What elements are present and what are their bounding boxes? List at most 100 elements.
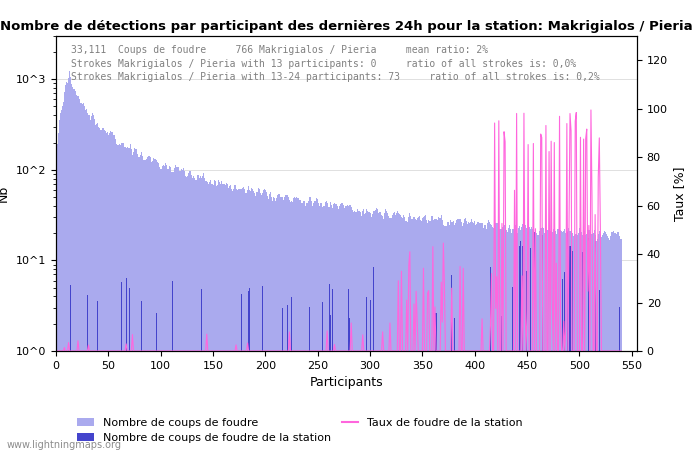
Bar bbox=[71, 84, 72, 450]
Bar bbox=[532, 229, 533, 450]
Bar bbox=[468, 222, 469, 450]
Bar bbox=[585, 235, 586, 450]
Bar bbox=[62, 351, 63, 450]
Bar bbox=[553, 229, 554, 450]
Bar bbox=[398, 351, 399, 450]
Bar bbox=[138, 351, 139, 450]
X-axis label: Participants: Participants bbox=[309, 376, 384, 389]
Bar bbox=[313, 203, 314, 450]
Bar bbox=[67, 83, 68, 450]
Bar bbox=[164, 166, 165, 450]
Bar bbox=[260, 351, 262, 450]
Bar bbox=[509, 351, 510, 450]
Bar bbox=[353, 212, 354, 450]
Bar bbox=[108, 351, 109, 450]
Bar bbox=[543, 351, 545, 450]
Bar bbox=[97, 123, 99, 450]
Bar bbox=[250, 191, 251, 450]
Bar bbox=[101, 130, 102, 450]
Bar bbox=[562, 232, 564, 450]
Bar bbox=[372, 267, 374, 450]
Bar bbox=[530, 229, 531, 450]
Bar bbox=[178, 351, 179, 450]
Bar bbox=[554, 228, 555, 450]
Bar bbox=[90, 120, 91, 450]
Bar bbox=[248, 185, 249, 450]
Bar bbox=[228, 188, 230, 450]
Bar bbox=[578, 351, 579, 450]
Bar bbox=[209, 183, 211, 450]
Bar bbox=[410, 351, 412, 450]
Bar bbox=[379, 351, 380, 450]
Bar bbox=[463, 220, 465, 450]
Bar bbox=[114, 351, 115, 450]
Bar bbox=[421, 221, 422, 450]
Bar bbox=[169, 351, 171, 450]
Bar bbox=[522, 246, 524, 450]
Bar bbox=[576, 234, 577, 450]
Bar bbox=[275, 351, 276, 450]
Bar bbox=[594, 235, 596, 450]
Bar bbox=[403, 215, 404, 450]
Bar bbox=[583, 351, 584, 450]
Bar bbox=[470, 351, 471, 450]
Bar bbox=[338, 351, 339, 450]
Bar bbox=[105, 351, 106, 450]
Bar bbox=[518, 228, 519, 450]
Bar bbox=[289, 200, 290, 450]
Bar bbox=[245, 351, 246, 450]
Bar bbox=[89, 351, 90, 450]
Bar bbox=[443, 225, 444, 450]
Bar bbox=[300, 351, 302, 450]
Bar bbox=[221, 181, 222, 450]
Bar bbox=[110, 131, 111, 450]
Bar bbox=[279, 198, 281, 450]
Bar bbox=[501, 229, 503, 450]
Bar bbox=[558, 351, 559, 450]
Bar bbox=[222, 351, 223, 450]
Bar bbox=[302, 351, 304, 450]
Bar bbox=[511, 233, 512, 450]
Bar bbox=[414, 351, 416, 450]
Bar bbox=[462, 226, 463, 450]
Bar bbox=[491, 351, 492, 450]
Bar bbox=[447, 222, 448, 450]
Bar bbox=[57, 351, 59, 450]
Bar bbox=[460, 219, 461, 450]
Bar bbox=[611, 232, 612, 450]
Bar bbox=[454, 319, 456, 450]
Bar bbox=[309, 307, 310, 450]
Bar bbox=[195, 180, 196, 450]
Bar bbox=[72, 87, 74, 450]
Bar bbox=[437, 220, 438, 450]
Bar bbox=[319, 206, 321, 450]
Bar bbox=[556, 234, 557, 450]
Bar bbox=[612, 351, 613, 450]
Bar bbox=[488, 351, 489, 450]
Bar bbox=[357, 351, 358, 450]
Bar bbox=[478, 351, 480, 450]
Bar bbox=[190, 176, 192, 450]
Bar bbox=[555, 351, 556, 450]
Bar bbox=[85, 110, 86, 450]
Bar bbox=[610, 351, 611, 450]
Bar bbox=[443, 351, 444, 450]
Bar bbox=[401, 351, 402, 450]
Bar bbox=[442, 220, 443, 450]
Bar bbox=[146, 157, 148, 450]
Bar bbox=[580, 230, 581, 450]
Bar bbox=[594, 241, 596, 450]
Bar bbox=[516, 229, 517, 450]
Bar bbox=[530, 248, 531, 450]
Bar bbox=[337, 206, 338, 450]
Bar bbox=[441, 351, 442, 450]
Taux de foudre de la station bbox=[394, 278, 402, 284]
Bar bbox=[359, 351, 360, 450]
Bar bbox=[244, 189, 245, 450]
Bar bbox=[142, 156, 144, 450]
Bar bbox=[496, 351, 497, 450]
Bar bbox=[97, 301, 99, 450]
Bar bbox=[256, 192, 258, 450]
Bar bbox=[427, 351, 428, 450]
Bar bbox=[200, 351, 201, 450]
